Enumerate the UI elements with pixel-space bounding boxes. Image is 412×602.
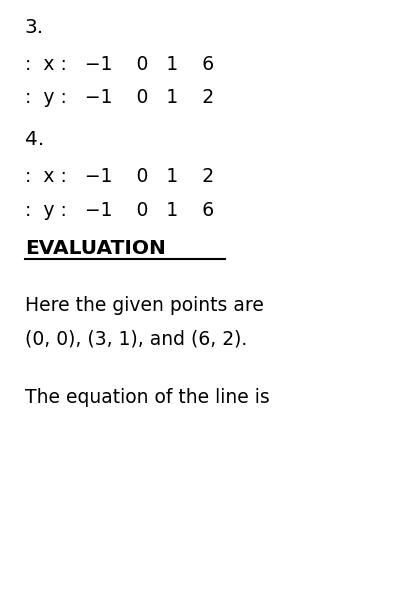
Text: EVALUATION: EVALUATION — [25, 238, 166, 258]
Text: :  x :   −1    0   1    6: : x : −1 0 1 6 — [25, 55, 214, 74]
Text: The equation of the line is: The equation of the line is — [25, 388, 269, 407]
Text: (0, 0), (3, 1), and (6, 2).: (0, 0), (3, 1), and (6, 2). — [25, 329, 247, 349]
Text: Here the given points are: Here the given points are — [25, 296, 264, 315]
Text: :  y :   −1    0   1    6: : y : −1 0 1 6 — [25, 200, 214, 220]
Text: 3.: 3. — [25, 17, 44, 37]
Text: 4.: 4. — [25, 130, 44, 149]
Text: :  y :   −1    0   1    2: : y : −1 0 1 2 — [25, 88, 214, 107]
Text: :  x :   −1    0   1    2: : x : −1 0 1 2 — [25, 167, 214, 187]
